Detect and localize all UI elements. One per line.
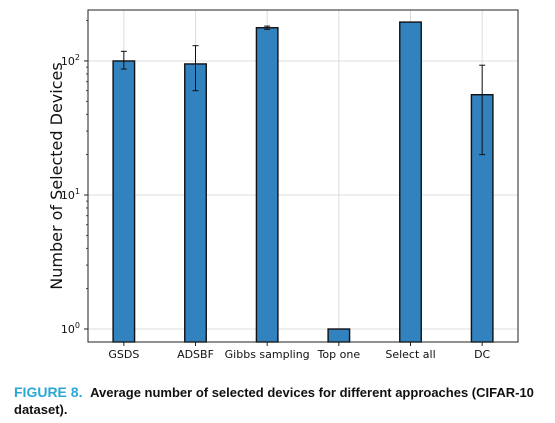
figure-label: FIGURE 8.	[14, 384, 82, 400]
bar-adsbf	[185, 64, 207, 342]
bar-gsds	[113, 61, 135, 342]
x-tick-label: DC	[474, 348, 490, 361]
x-tick-label: Gibbs sampling	[225, 348, 310, 361]
y-tick-label: 100	[61, 321, 80, 336]
x-tick-label: ADSBF	[177, 348, 214, 361]
x-tick-label: GSDS	[108, 348, 139, 361]
y-tick-base: 10	[61, 323, 75, 336]
bar-chart: GSDS ADSBF Gibbs sampling Top one Select all…	[0, 0, 555, 380]
bars	[113, 22, 493, 342]
bar-gibbs-sampling	[256, 28, 278, 342]
bar-top-one	[328, 329, 350, 342]
x-tick-label: Top one	[317, 348, 361, 361]
figure-caption: FIGURE 8. Average number of selected dev…	[14, 384, 549, 418]
error-bars	[121, 26, 485, 155]
y-axis-label: Number of Selected Devices	[47, 62, 66, 289]
y-tick-exponent: 0	[75, 321, 80, 330]
x-tick-labels: GSDS ADSBF Gibbs sampling Top one Select all…	[108, 342, 490, 361]
x-tick-label: Select all	[385, 348, 435, 361]
y-tick-exponent: 1	[75, 187, 80, 196]
y-tick-exponent: 2	[75, 53, 80, 62]
bar-select-all	[400, 22, 422, 342]
caption-text: Average number of selected devices for d…	[14, 385, 534, 417]
grid-lines	[88, 10, 518, 342]
plot-frame	[88, 10, 518, 342]
